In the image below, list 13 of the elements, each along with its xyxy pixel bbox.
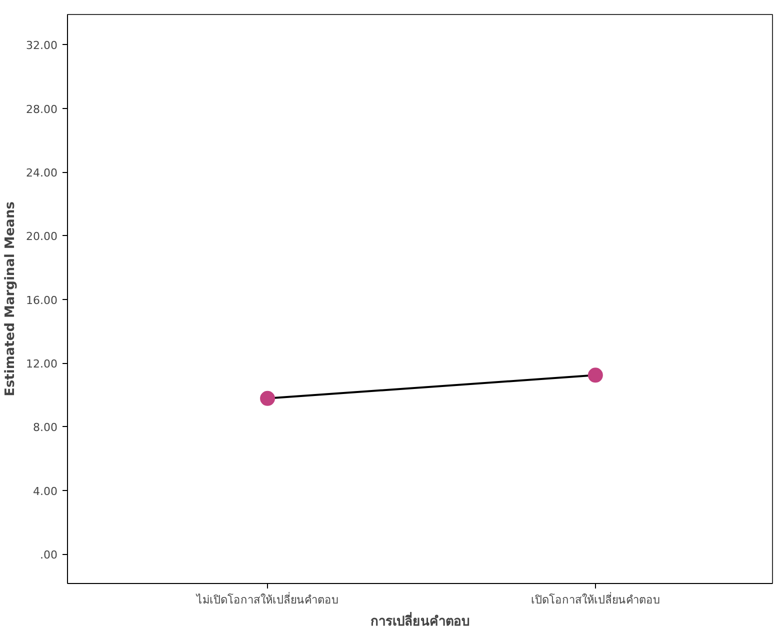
- x-tick-label: ไม่เปิดโอกาสให้เปลี่ยนคำตอบ: [196, 592, 339, 606]
- y-tick-label: 12.00: [26, 358, 58, 371]
- y-tick-label: 24.00: [26, 166, 58, 180]
- y-tick-label: 32.00: [26, 39, 58, 52]
- y-tick-label: 8.00: [33, 421, 58, 434]
- y-tick-label: .00: [40, 548, 58, 562]
- y-axis-title: Estimated Marginal Means: [3, 201, 18, 396]
- y-tick-label: 4.00: [33, 484, 58, 498]
- x-tick-label: เปิดโอกาสให้เปลี่ยนคำตอบ: [530, 592, 660, 606]
- y-tick-label: 28.00: [26, 102, 58, 116]
- y-tick-label: 16.00: [26, 294, 58, 307]
- y-tick-label: 20.00: [26, 230, 58, 244]
- x-axis-title: การเปลี่ยนคำตอบ: [370, 612, 470, 630]
